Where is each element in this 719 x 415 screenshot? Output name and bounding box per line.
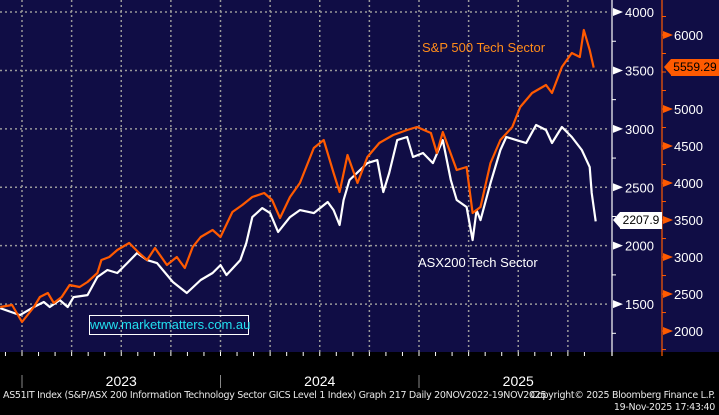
right-tick-label: 5000	[674, 102, 703, 117]
left-tick-marker	[613, 124, 623, 133]
asx-series-label: ASX200 Tech Sector	[418, 255, 538, 270]
footer-background	[0, 352, 719, 415]
right-tick-marker	[663, 253, 673, 262]
left-tick-marker	[613, 66, 623, 75]
right-tick-label: 2500	[674, 287, 703, 302]
right-tick-label: 2000	[674, 324, 703, 339]
left-tick-marker	[613, 241, 623, 250]
right-tick-marker	[663, 179, 673, 188]
left-tick-marker	[613, 300, 623, 309]
right-tick-marker	[663, 31, 673, 40]
right-tick-label: 3000	[674, 250, 703, 265]
asx200-tech-line	[0, 123, 597, 317]
right-tick-marker	[663, 290, 673, 299]
year-label: 2024	[304, 373, 335, 389]
right-tick-marker	[663, 105, 673, 114]
series-lines	[0, 28, 597, 324]
year-label: 2025	[503, 373, 534, 389]
footer-description: AS51IT Index (S&P/ASX 200 Information Te…	[3, 390, 547, 401]
footer-copyright: Copyright© 2025 Bloomberg Finance L.P.	[530, 390, 716, 401]
spx-tech-line	[0, 28, 595, 324]
asx-last-value-badge: 2207.9	[613, 212, 662, 229]
right-tick-label: 6000	[674, 28, 703, 43]
left-tick-label: 3500	[625, 63, 654, 78]
watermark-link[interactable]: www.marketmatters.com.au	[89, 315, 250, 335]
footer-timestamp: 19-Nov-2025 17:43:40	[613, 402, 715, 413]
right-tick-marker	[663, 327, 673, 336]
spx-series-label: S&P 500 Tech Sector	[422, 40, 546, 55]
right-tick-label: 4000	[674, 176, 703, 191]
left-tick-label: 3000	[625, 122, 654, 137]
right-tick-marker	[663, 216, 673, 225]
right-tick-label: 4500	[674, 139, 703, 154]
left-tick-label: 4000	[625, 5, 654, 20]
year-label: 2023	[106, 373, 137, 389]
axes: 1500 2000 2500 3000 3500 4000 2000 2500 3000 3500…	[4, 5, 703, 389]
left-tick-marker	[613, 8, 623, 17]
right-tick-marker	[663, 142, 673, 151]
left-tick-label: 2000	[625, 239, 654, 254]
spx-last-value-badge: 5559.29	[664, 59, 719, 76]
left-tick-label: 1500	[625, 297, 654, 312]
right-tick-label: 3500	[674, 213, 703, 228]
left-tick-marker	[613, 183, 623, 192]
left-tick-label: 2500	[625, 180, 654, 195]
